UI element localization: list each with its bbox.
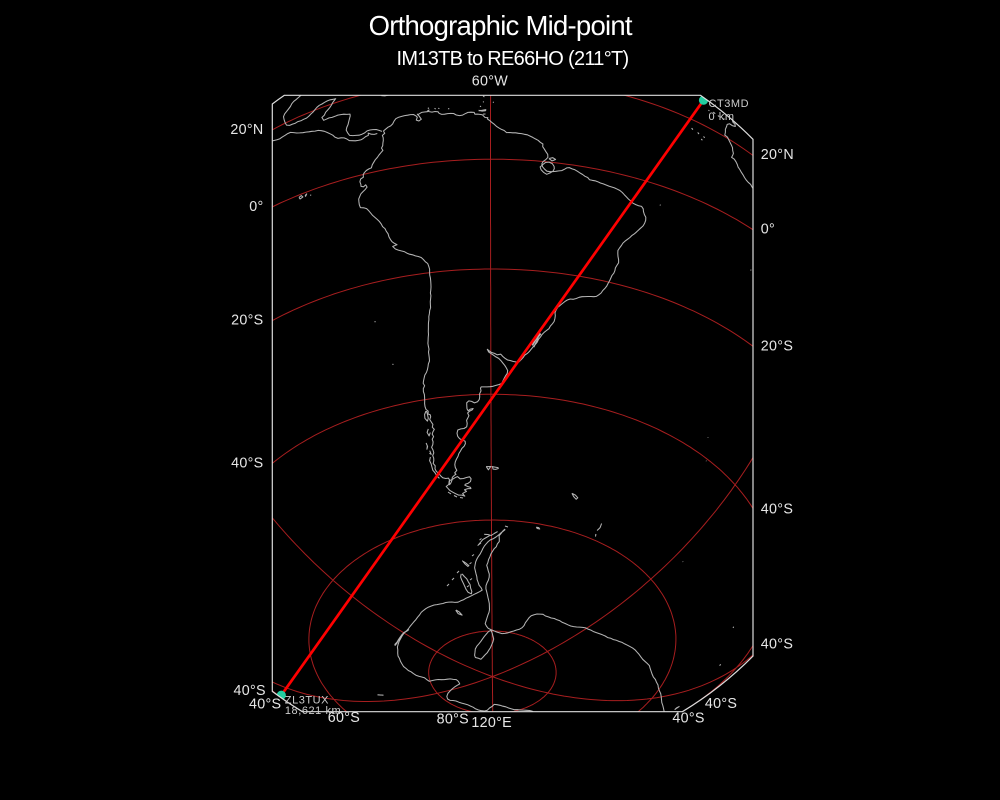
svg-text:0°: 0° bbox=[761, 222, 775, 238]
svg-text:CT3MD: CT3MD bbox=[709, 98, 750, 110]
svg-text:60°W: 60°W bbox=[472, 74, 509, 90]
svg-text:20°N: 20°N bbox=[230, 122, 263, 138]
svg-text:40°S: 40°S bbox=[761, 501, 793, 517]
svg-text:18,621 km: 18,621 km bbox=[285, 705, 341, 717]
svg-text:40°S: 40°S bbox=[672, 711, 704, 727]
svg-text:40°S: 40°S bbox=[233, 683, 265, 699]
svg-text:60°S: 60°S bbox=[328, 710, 360, 726]
svg-text:20°S: 20°S bbox=[761, 338, 793, 354]
svg-text:0°: 0° bbox=[249, 199, 263, 215]
svg-text:ZL3TUX: ZL3TUX bbox=[285, 695, 329, 707]
svg-text:120°E: 120°E bbox=[471, 715, 512, 731]
svg-text:IM13TB to RE66HO (211°T): IM13TB to RE66HO (211°T) bbox=[396, 48, 628, 70]
svg-text:40°S: 40°S bbox=[231, 455, 263, 471]
svg-text:Orthographic Mid-point: Orthographic Mid-point bbox=[369, 10, 633, 41]
svg-text:40°S: 40°S bbox=[249, 696, 281, 712]
svg-text:20°N: 20°N bbox=[761, 147, 794, 163]
svg-text:0 km: 0 km bbox=[709, 111, 735, 123]
svg-text:40°S: 40°S bbox=[705, 696, 737, 712]
svg-text:20°S: 20°S bbox=[231, 313, 263, 329]
svg-text:40°S: 40°S bbox=[761, 637, 793, 653]
svg-text:80°S: 80°S bbox=[437, 711, 469, 727]
